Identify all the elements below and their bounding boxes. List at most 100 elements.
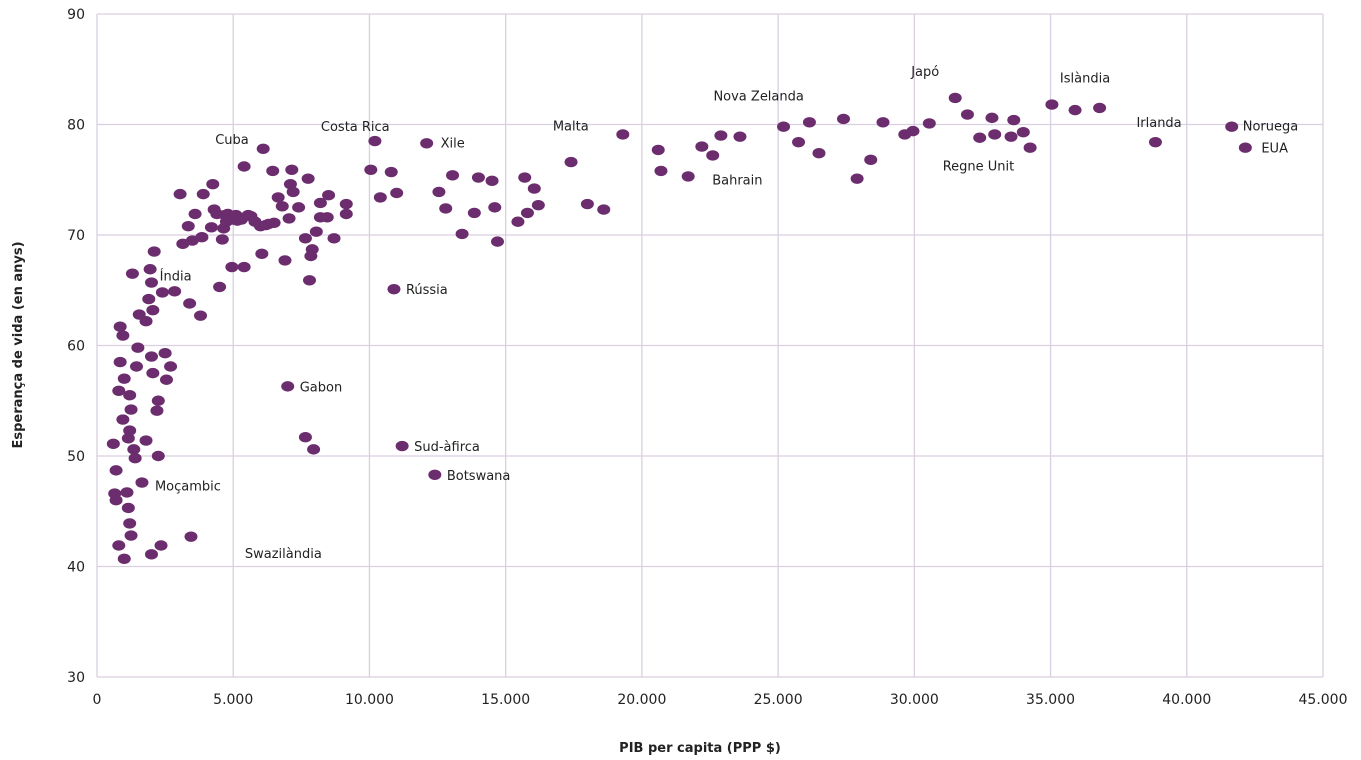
data-point [267, 217, 281, 229]
point-annotation: Sud-àfirca [414, 440, 480, 455]
x-tick-label: 15.000 [481, 692, 530, 708]
data-point [117, 553, 131, 564]
point-annotation: Costa Rica [321, 120, 390, 135]
data-point [654, 165, 668, 177]
data-point [1045, 99, 1059, 110]
data-point [1023, 142, 1037, 153]
point-annotation: Índia [160, 268, 192, 284]
data-point [256, 143, 270, 155]
data-point [485, 175, 499, 187]
data-point [116, 330, 130, 341]
data-point [467, 207, 481, 219]
data-point [206, 178, 220, 190]
point-annotation: Bahrain [712, 173, 762, 188]
data-point [292, 202, 306, 213]
data-point [127, 444, 141, 455]
data-point [298, 233, 312, 244]
data-point [275, 201, 289, 212]
data-point [159, 374, 173, 385]
data-point [120, 487, 134, 498]
data-point [123, 425, 137, 436]
point-annotation: Moçambic [155, 480, 221, 495]
x-tick-label: 25.000 [754, 692, 803, 708]
x-tick-label: 20.000 [617, 692, 666, 708]
data-point [339, 208, 353, 220]
data-point [125, 268, 139, 279]
x-tick-label: 40.000 [1162, 692, 1211, 708]
data-point [142, 293, 156, 305]
data-point [390, 187, 404, 199]
data-point [1093, 102, 1107, 114]
data-point [151, 395, 165, 406]
data-point [309, 226, 323, 237]
data-point [373, 192, 387, 203]
data-point [320, 212, 334, 223]
y-tick-label: 40 [67, 560, 85, 576]
data-point [188, 208, 202, 220]
point-annotation: Xile [441, 136, 465, 151]
data-point [121, 433, 135, 444]
data-points [106, 92, 1252, 564]
data-point [564, 156, 578, 168]
data-point [387, 283, 401, 295]
x-tick-label: 0 [93, 692, 102, 708]
x-axis-title: PIB per capita (PPP $) [619, 741, 781, 756]
x-tick-label: 30.000 [890, 692, 939, 708]
data-point [147, 246, 161, 257]
data-point [271, 192, 285, 203]
data-point [123, 518, 137, 529]
data-point [195, 232, 209, 243]
y-tick-label: 90 [67, 7, 85, 23]
data-point [616, 129, 630, 140]
data-point [109, 495, 123, 506]
data-point [580, 198, 594, 210]
data-point [123, 390, 137, 401]
data-point [282, 213, 296, 224]
data-point [266, 165, 280, 177]
data-point [777, 121, 791, 132]
data-point [339, 198, 353, 210]
point-annotation: Japó [910, 65, 939, 80]
data-point [518, 172, 532, 183]
data-point [531, 199, 545, 211]
data-point [1148, 136, 1162, 148]
data-point [298, 432, 312, 443]
data-point [117, 373, 131, 384]
data-point [455, 228, 469, 240]
data-point [146, 304, 160, 316]
data-point [281, 381, 295, 392]
data-point [173, 188, 187, 200]
data-point [113, 356, 127, 368]
point-annotation: Noruega [1243, 120, 1298, 135]
data-point [285, 164, 299, 176]
data-point [278, 255, 292, 266]
y-tick-label: 60 [67, 339, 85, 355]
point-annotation: Botswana [447, 469, 511, 484]
data-point [876, 117, 890, 128]
data-point [988, 129, 1002, 140]
data-point [695, 141, 709, 152]
data-point [706, 150, 720, 161]
data-point [305, 244, 319, 255]
y-tick-label: 80 [67, 118, 85, 134]
data-point [802, 117, 816, 128]
data-point [812, 148, 826, 159]
data-point [836, 113, 850, 125]
data-point [395, 440, 409, 452]
data-point [135, 477, 149, 488]
data-point [255, 248, 269, 259]
data-point [420, 138, 434, 149]
data-point [168, 286, 182, 297]
data-point [1068, 104, 1082, 116]
data-point [124, 404, 138, 415]
data-point [155, 287, 169, 298]
point-annotation: Irlanda [1136, 116, 1181, 131]
data-point [204, 222, 218, 233]
data-point [301, 173, 315, 184]
data-point [112, 540, 126, 551]
data-point [154, 540, 168, 551]
data-point [948, 92, 962, 104]
data-point [130, 361, 144, 372]
data-point [368, 135, 382, 147]
